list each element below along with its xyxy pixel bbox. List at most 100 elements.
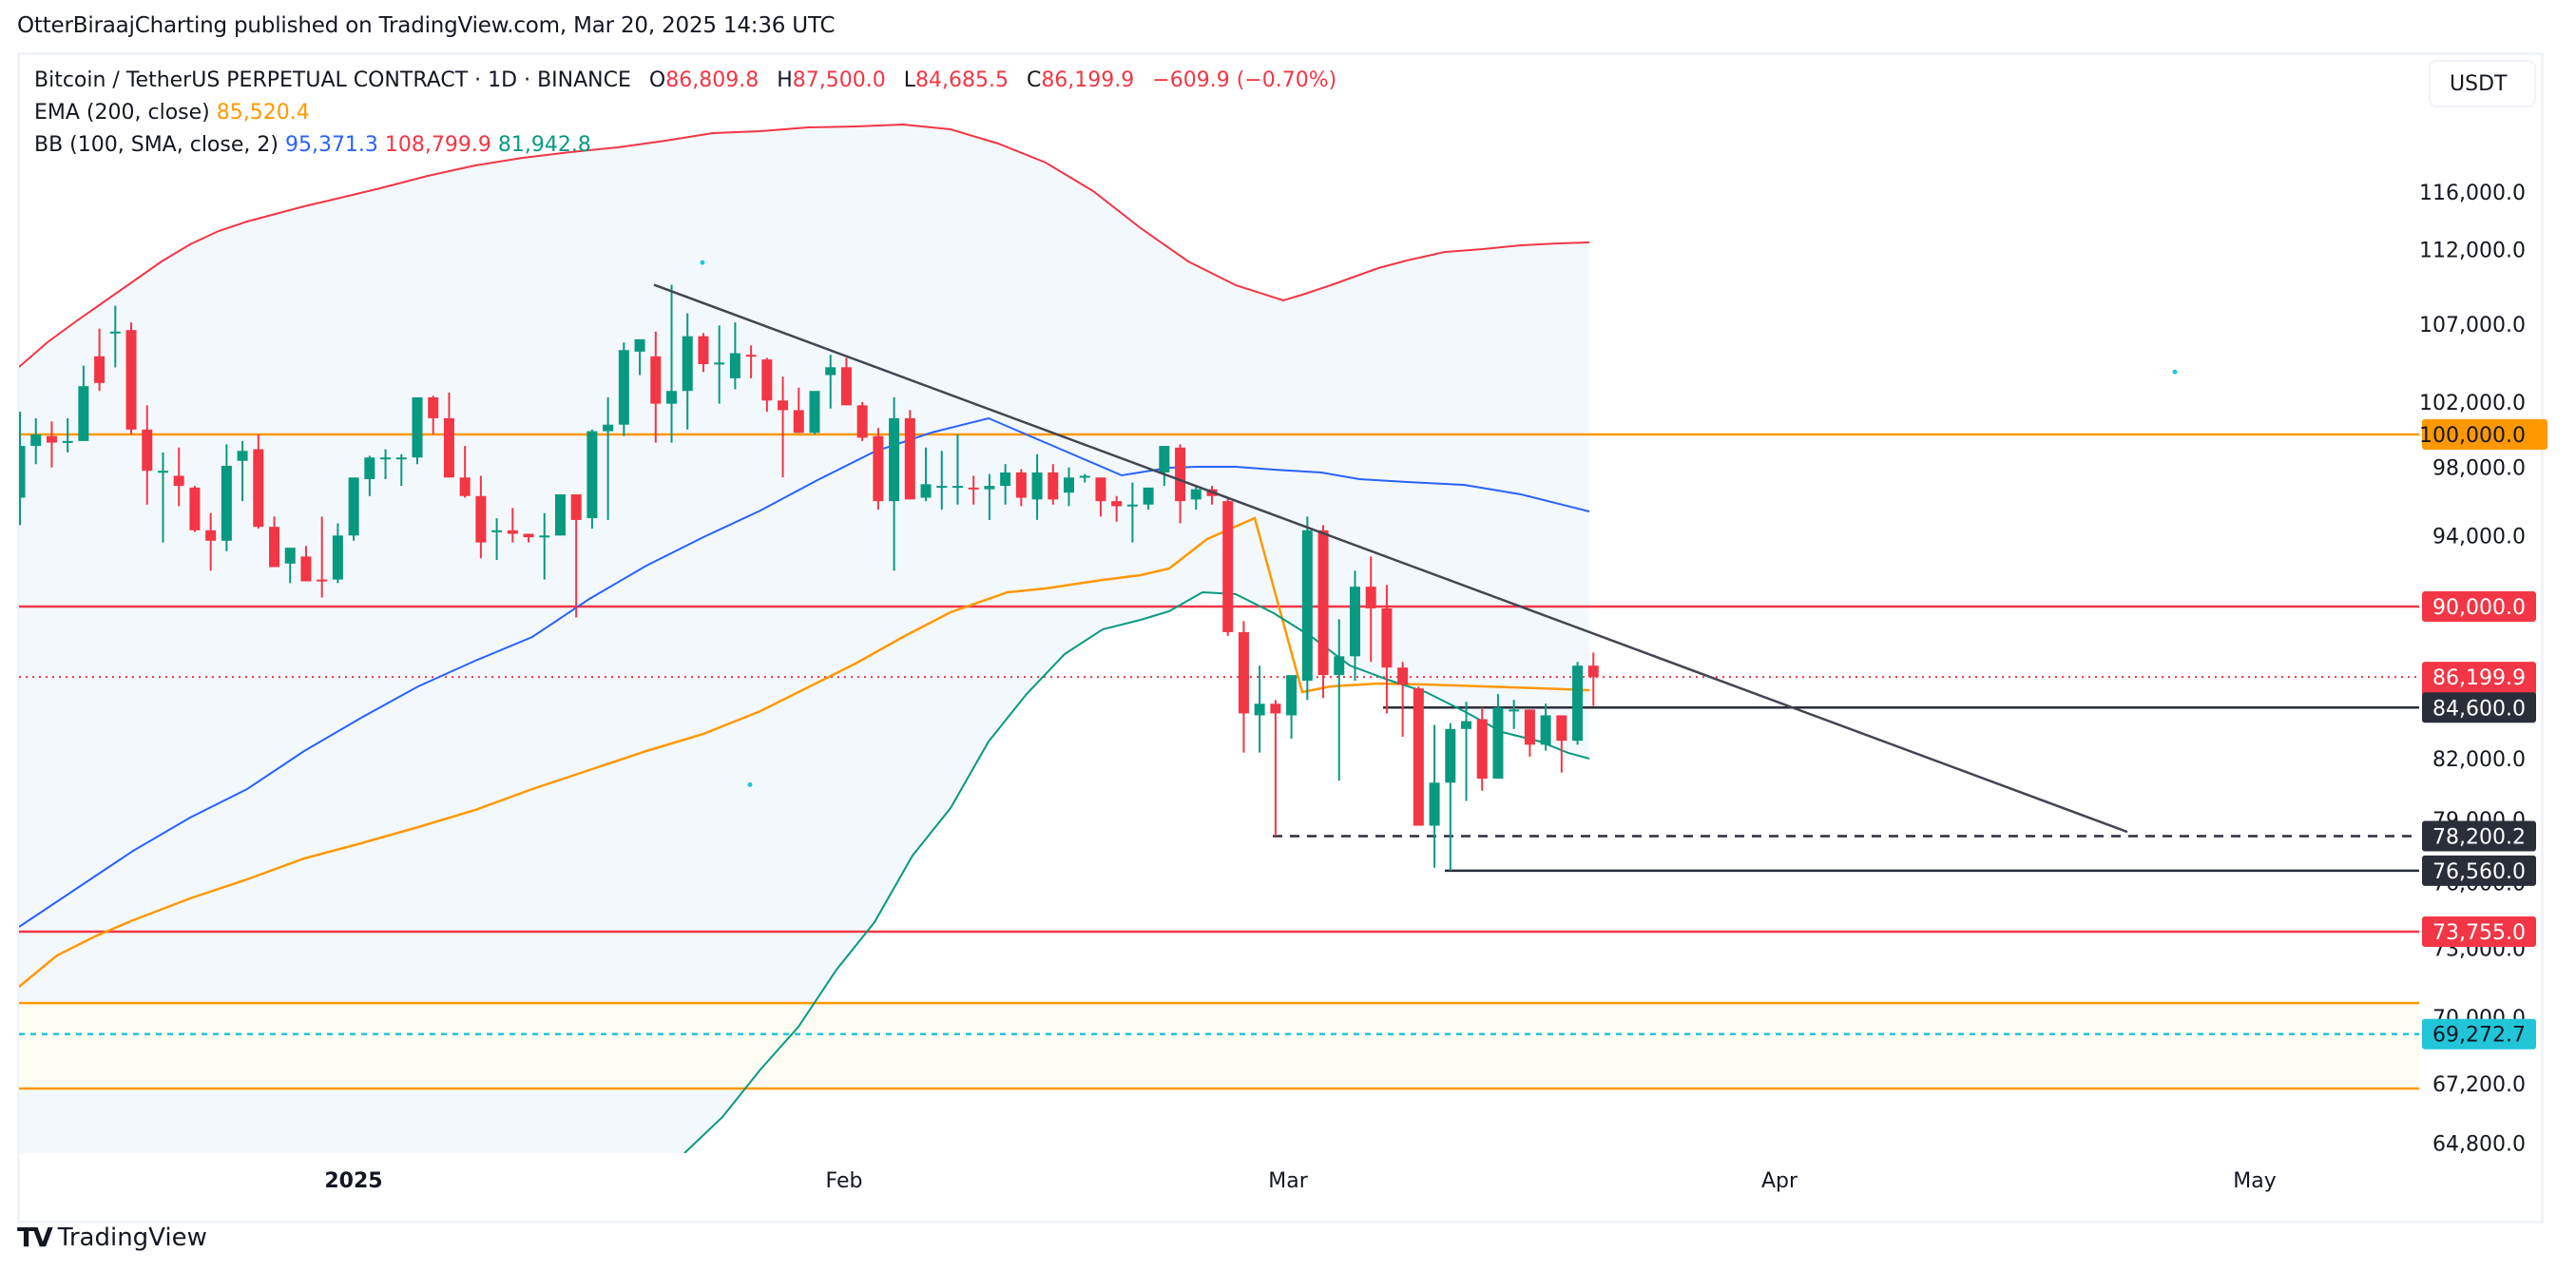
- candle[interactable]: [761, 357, 773, 413]
- candle[interactable]: [1413, 686, 1424, 826]
- candle[interactable]: [284, 548, 296, 584]
- candle[interactable]: [1095, 477, 1106, 517]
- candle[interactable]: [1301, 516, 1313, 701]
- candle[interactable]: [1365, 556, 1376, 663]
- candle[interactable]: [1524, 709, 1535, 757]
- candle[interactable]: [364, 455, 375, 496]
- candle[interactable]: [1126, 482, 1138, 543]
- tradingview-brand[interactable]: TradingView: [57, 1223, 207, 1252]
- candle[interactable]: [603, 396, 614, 520]
- candle[interactable]: [221, 444, 232, 551]
- candle[interactable]: [1000, 464, 1011, 505]
- candle[interactable]: [475, 475, 487, 559]
- candle[interactable]: [1079, 473, 1090, 483]
- candle[interactable]: [395, 453, 407, 487]
- candle[interactable]: [968, 475, 979, 505]
- candle[interactable]: [1492, 694, 1504, 780]
- candle[interactable]: [586, 429, 598, 530]
- candle[interactable]: [62, 417, 73, 453]
- candle[interactable]: [809, 391, 820, 434]
- candle[interactable]: [682, 313, 693, 430]
- candle[interactable]: [1540, 703, 1551, 751]
- candle[interactable]: [1064, 467, 1075, 507]
- support-zone[interactable]: [19, 1003, 2419, 1089]
- candle[interactable]: [856, 401, 868, 441]
- candle[interactable]: [634, 338, 645, 376]
- candle[interactable]: [729, 322, 740, 390]
- bb-basis-line[interactable]: [19, 416, 1590, 928]
- candle[interactable]: [125, 322, 137, 434]
- candle[interactable]: [507, 508, 518, 543]
- candle[interactable]: [1270, 700, 1281, 837]
- candle[interactable]: [1317, 525, 1329, 699]
- candle[interactable]: [30, 417, 42, 465]
- plot-area[interactable]: [15, 123, 2420, 1153]
- candle[interactable]: [317, 516, 328, 598]
- candle[interactable]: [1429, 724, 1440, 868]
- candle[interactable]: [1476, 707, 1488, 791]
- candle[interactable]: [1222, 497, 1234, 636]
- candle[interactable]: [778, 376, 789, 478]
- candle[interactable]: [745, 345, 757, 378]
- candle[interactable]: [1349, 570, 1360, 682]
- candle[interactable]: [618, 342, 629, 436]
- candle[interactable]: [189, 486, 201, 532]
- candle[interactable]: [237, 440, 248, 502]
- bb-row[interactable]: BB (100, SMA, close, 2) 95,371.3 108,799…: [34, 129, 1336, 162]
- candle[interactable]: [443, 392, 454, 478]
- candle[interactable]: [109, 305, 121, 368]
- price-label-badge[interactable]: 73,755.0: [2422, 915, 2536, 947]
- candle[interactable]: [253, 434, 264, 530]
- candle[interactable]: [889, 396, 900, 571]
- candle[interactable]: [157, 453, 168, 543]
- price-label-badge[interactable]: 84,600.0: [2422, 692, 2536, 723]
- candle[interactable]: [269, 516, 280, 568]
- price-label-badge[interactable]: 78,200.2: [2422, 820, 2536, 852]
- candle[interactable]: [1190, 486, 1201, 511]
- candle[interactable]: [1143, 487, 1154, 511]
- candle[interactable]: [1111, 495, 1123, 522]
- price-label-badge[interactable]: 69,272.7: [2422, 1018, 2536, 1050]
- candle[interactable]: [650, 331, 662, 443]
- candle[interactable]: [142, 405, 153, 505]
- ema-row[interactable]: EMA (200, close) 85,520.4: [34, 97, 1336, 129]
- price-label-badge[interactable]: 100,000.0: [2419, 419, 2547, 450]
- candle[interactable]: [698, 333, 709, 373]
- candle[interactable]: [984, 473, 995, 520]
- candle[interactable]: [952, 434, 963, 505]
- candle[interactable]: [78, 365, 89, 441]
- symbol-title[interactable]: Bitcoin / TetherUS PERPETUAL CONTRACT · …: [34, 68, 631, 92]
- candle[interactable]: [523, 533, 534, 543]
- candle[interactable]: [428, 395, 439, 434]
- candle[interactable]: [1015, 469, 1027, 507]
- candle[interactable]: [1048, 464, 1059, 505]
- candle[interactable]: [94, 328, 106, 392]
- tradingview-logo-icon[interactable]: TV: [17, 1222, 53, 1253]
- trendline[interactable]: [653, 283, 2128, 834]
- candle[interactable]: [1572, 662, 1584, 745]
- bb-lower-line[interactable]: [683, 590, 1590, 1153]
- candle[interactable]: [1445, 723, 1456, 871]
- price-label-badge[interactable]: 90,000.0: [2422, 591, 2536, 623]
- candle[interactable]: [205, 512, 217, 571]
- candle[interactable]: [1381, 585, 1393, 714]
- candle[interactable]: [491, 518, 503, 561]
- candle[interactable]: [15, 412, 26, 526]
- candle[interactable]: [1556, 715, 1567, 773]
- candle[interactable]: [1254, 665, 1265, 753]
- candle[interactable]: [1175, 444, 1186, 524]
- candle[interactable]: [1159, 446, 1170, 487]
- candle[interactable]: [840, 357, 852, 406]
- candle[interactable]: [873, 428, 884, 511]
- candle[interactable]: [412, 396, 423, 465]
- candle[interactable]: [1238, 621, 1249, 753]
- candle[interactable]: [793, 387, 804, 434]
- currency-button[interactable]: USDT: [2429, 60, 2536, 107]
- candle[interactable]: [1334, 619, 1345, 781]
- candle[interactable]: [1397, 662, 1409, 738]
- time-axis[interactable]: 2025 Feb Mar Apr May: [324, 1169, 2276, 1193]
- candle[interactable]: [666, 284, 678, 443]
- candle[interactable]: [920, 447, 932, 502]
- candle[interactable]: [1509, 700, 1520, 729]
